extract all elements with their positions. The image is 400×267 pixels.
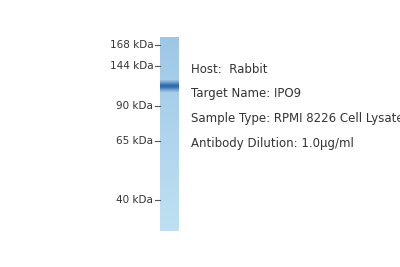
Text: 40 kDa: 40 kDa bbox=[116, 195, 153, 205]
Text: 168 kDa: 168 kDa bbox=[110, 40, 153, 50]
Text: 90 kDa: 90 kDa bbox=[116, 101, 153, 111]
Text: Antibody Dilution: 1.0μg/ml: Antibody Dilution: 1.0μg/ml bbox=[191, 136, 354, 150]
Text: Host:  Rabbit: Host: Rabbit bbox=[191, 62, 268, 76]
Text: Sample Type: RPMI 8226 Cell Lysate: Sample Type: RPMI 8226 Cell Lysate bbox=[191, 112, 400, 125]
Text: Target Name: IPO9: Target Name: IPO9 bbox=[191, 87, 301, 100]
Text: 144 kDa: 144 kDa bbox=[110, 61, 153, 71]
Text: 65 kDa: 65 kDa bbox=[116, 136, 153, 146]
